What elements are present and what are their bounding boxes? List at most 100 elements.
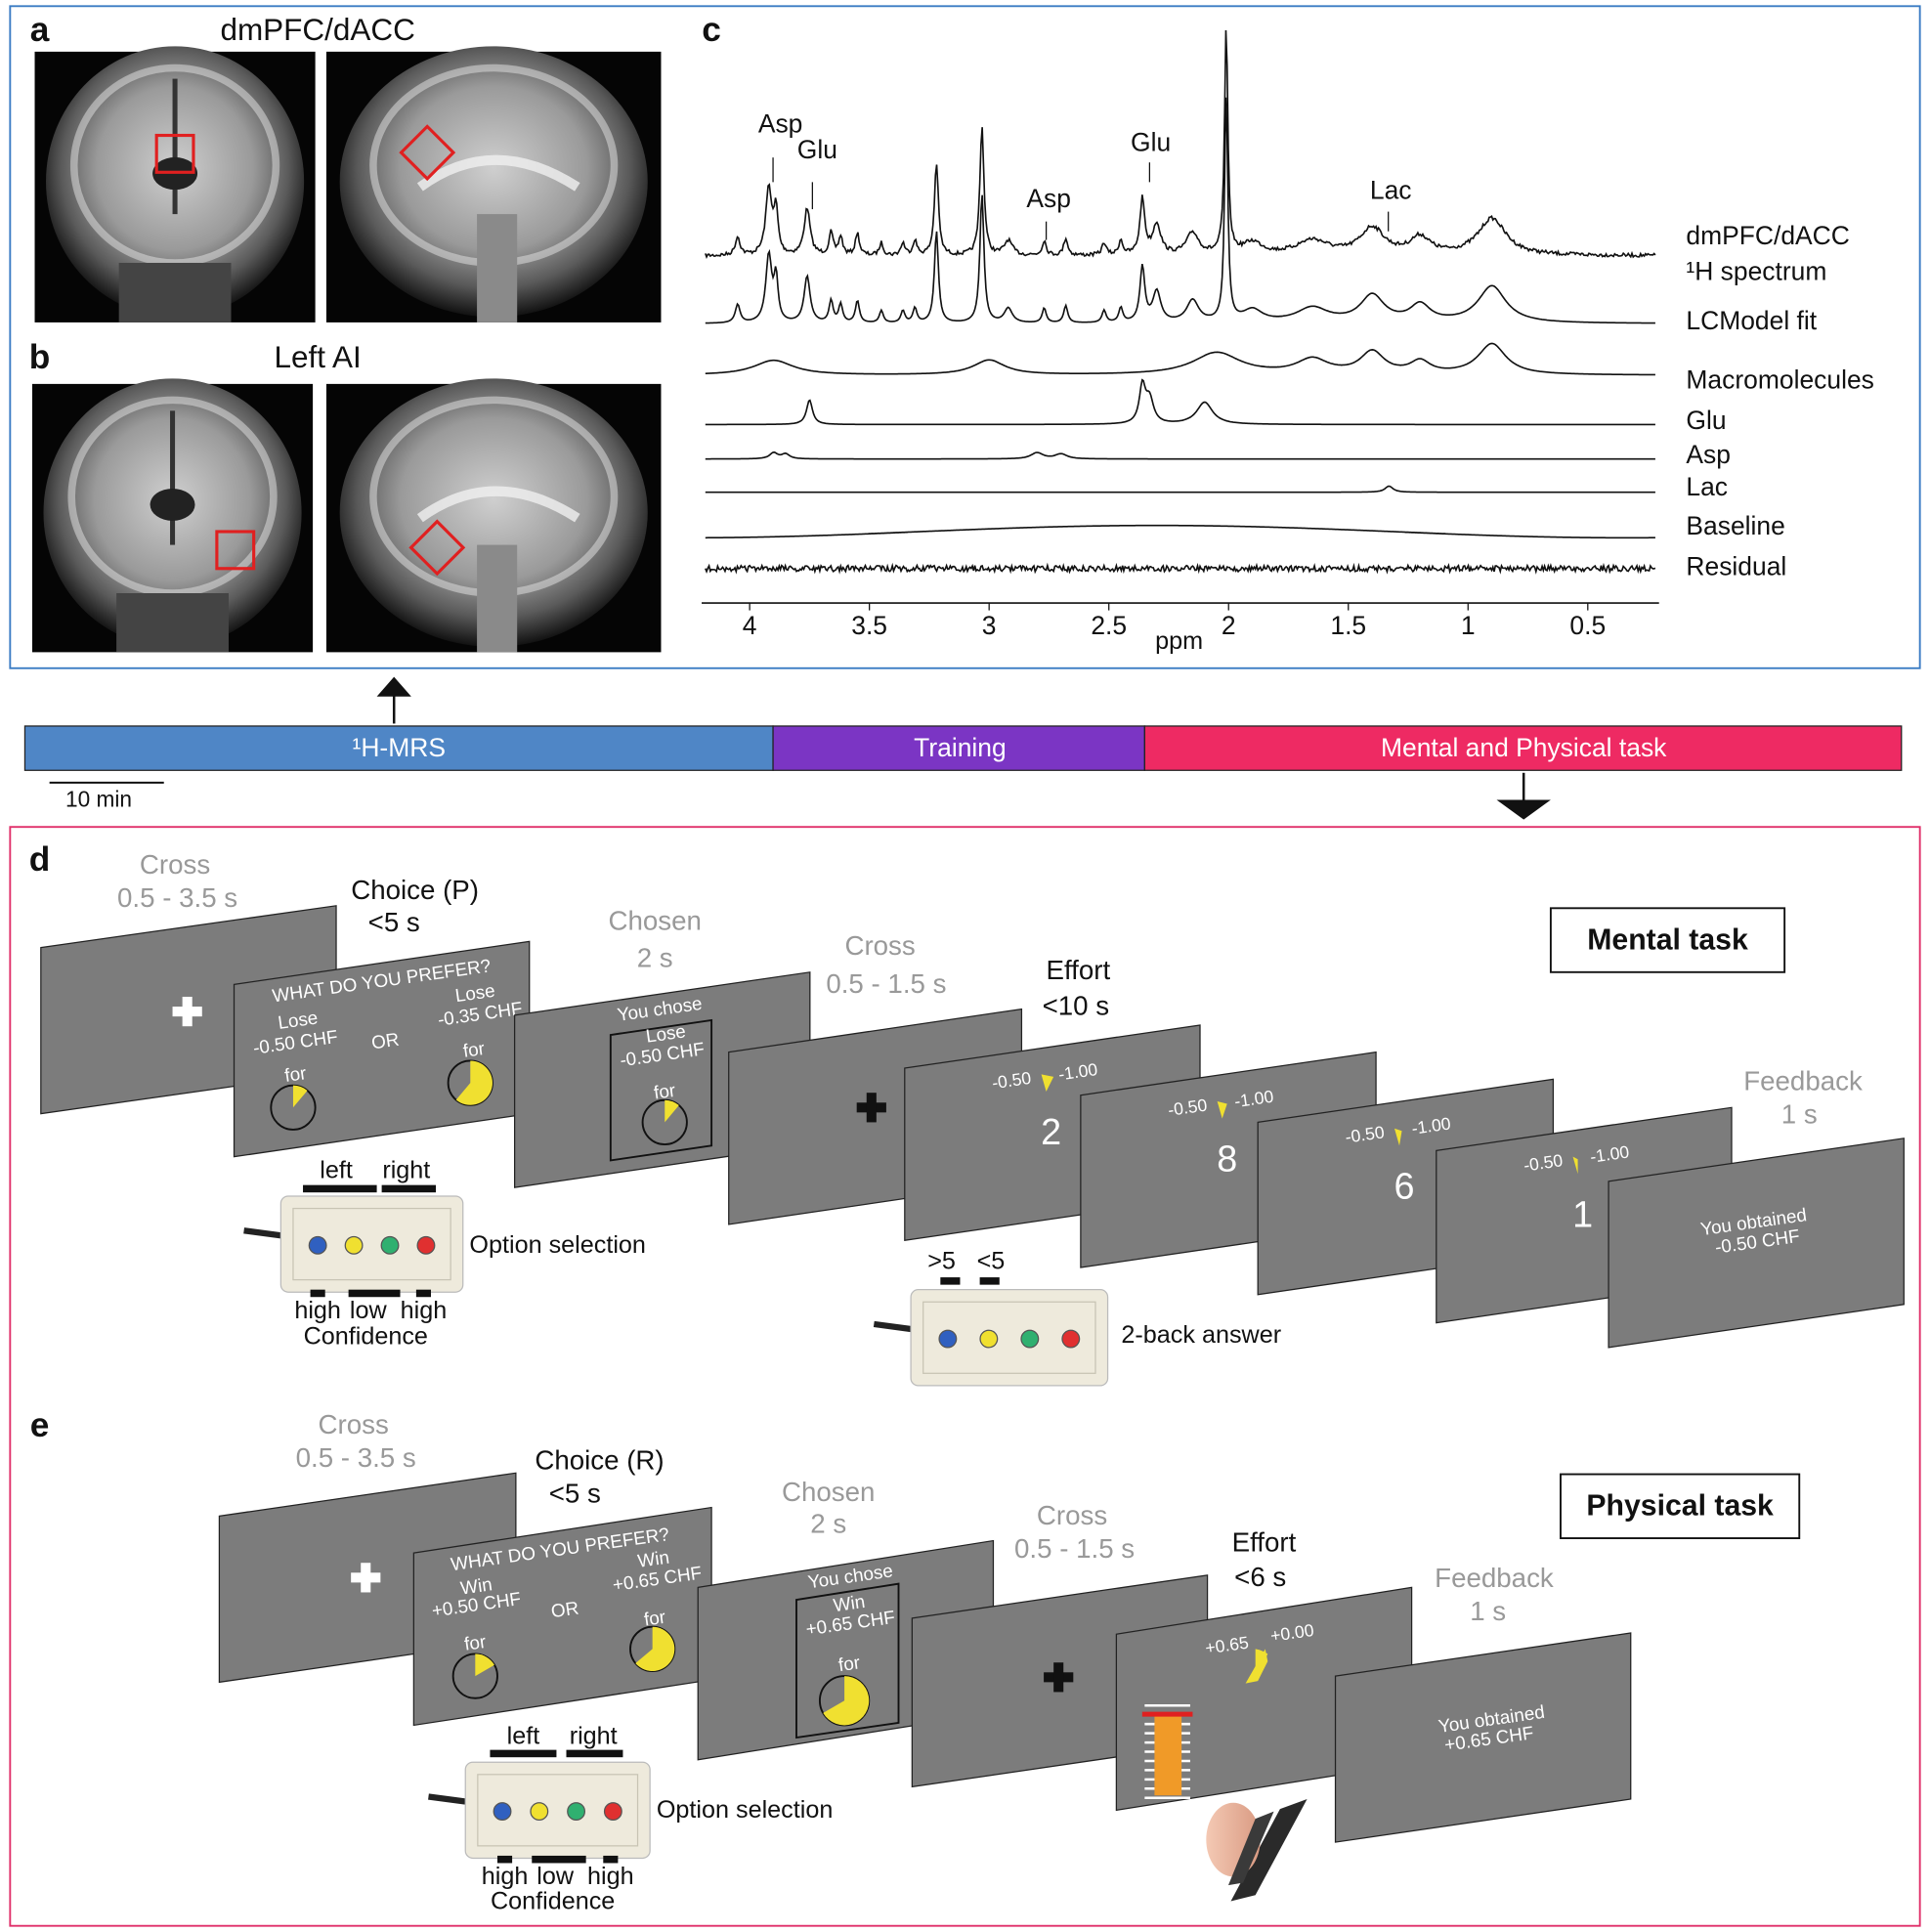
digit: 1	[1572, 1194, 1593, 1235]
task-box	[1560, 1473, 1801, 1539]
pad-bar	[496, 1855, 513, 1864]
pad-bar	[348, 1289, 401, 1298]
confidence-wedge	[823, 1676, 870, 1726]
trace-label: Macromolecules	[1686, 365, 1873, 394]
confidence-wedge	[292, 1085, 308, 1108]
top-frame	[9, 5, 1921, 669]
mri-brain	[67, 396, 278, 597]
pad-cable	[428, 1793, 466, 1805]
digit: 8	[1217, 1139, 1237, 1181]
x-tick-label: 1	[1461, 611, 1476, 640]
x-tick-label: 2.5	[1091, 611, 1127, 640]
trace-label: dmPFC/dACC	[1686, 221, 1849, 250]
screen-text: Win	[459, 1574, 493, 1599]
pad-bar	[532, 1855, 586, 1864]
trace-label: ¹H spectrum	[1686, 257, 1826, 286]
x-tick-label: 1.5	[1330, 611, 1366, 640]
mri-head	[339, 46, 648, 318]
pad-bar	[979, 1277, 1000, 1285]
peak-label: Glu	[1131, 127, 1171, 156]
baseline-trace	[705, 524, 1655, 539]
label: high	[401, 1297, 448, 1324]
label: high	[482, 1863, 529, 1890]
chosen-frame	[795, 1582, 900, 1739]
label: left	[507, 1723, 540, 1750]
pad-cable	[873, 1320, 912, 1333]
confidence-wedge	[475, 1653, 494, 1677]
effort-wedge	[1394, 1128, 1402, 1146]
bottom-frame	[9, 826, 1921, 1927]
pad-button	[567, 1802, 586, 1822]
pad-button	[493, 1802, 512, 1822]
label: high	[587, 1863, 634, 1890]
stage-label: Feedback	[1743, 1065, 1863, 1095]
label: 2-back answer	[1121, 1321, 1281, 1349]
pad-button	[1020, 1329, 1040, 1349]
screen	[1334, 1632, 1632, 1843]
mri-lower	[118, 262, 232, 322]
mri-callosum	[416, 154, 580, 192]
stage-label: Feedback	[1435, 1563, 1554, 1593]
mri-brain	[69, 64, 280, 267]
label: Mental and Physical task	[1381, 733, 1667, 762]
label: ¹H-MRS	[353, 733, 446, 762]
stage-duration: <5 s	[368, 907, 420, 937]
label: 10 min	[65, 787, 132, 812]
macromolecule-trace	[705, 342, 1655, 376]
label: Left AI	[275, 340, 362, 374]
stage-label: Chosen	[782, 1477, 875, 1507]
label: dmPFC/dACC	[220, 13, 414, 47]
arrow-down-head	[1496, 799, 1551, 820]
pad-button	[344, 1235, 364, 1255]
label: Training	[914, 733, 1007, 762]
voxel	[399, 124, 456, 182]
stage-duration: 0.5 - 3.5 s	[296, 1442, 416, 1473]
fixation-cross	[1053, 1662, 1064, 1693]
label: d	[29, 840, 51, 879]
pad-button	[416, 1235, 436, 1255]
label: low	[350, 1297, 388, 1324]
label: a	[30, 11, 50, 49]
stage-duration: 0.5 - 1.5 s	[826, 968, 946, 999]
stage-label: Effort	[1047, 955, 1111, 985]
stage-label: Cross	[1037, 1500, 1107, 1530]
screen-text: for	[463, 1632, 488, 1655]
confidence-wedge	[455, 1060, 493, 1105]
label: Confidence	[304, 1322, 428, 1350]
peak-label: Glu	[797, 135, 837, 164]
peak-label: Lac	[1370, 175, 1412, 204]
stage-label: Choice (P)	[351, 875, 479, 905]
stage-duration: <6 s	[1234, 1562, 1286, 1592]
stage-label: Cross	[319, 1409, 389, 1439]
fixation-cross	[361, 1563, 371, 1593]
x-tick-label: 0.5	[1569, 611, 1606, 640]
effort-wedge	[1245, 1649, 1268, 1684]
residual-trace	[705, 562, 1656, 575]
digit: 6	[1394, 1166, 1415, 1207]
fit-trace	[705, 97, 1655, 324]
pad-inner	[292, 1207, 451, 1281]
label: low	[536, 1863, 575, 1890]
mri-midline	[170, 410, 176, 545]
stage-duration: 2 s	[810, 1509, 846, 1539]
voxel	[154, 133, 195, 174]
label: Option selection	[657, 1796, 834, 1824]
x-tick-label: 3.5	[851, 611, 887, 640]
pad-inner	[477, 1774, 639, 1847]
label: right	[570, 1723, 618, 1750]
confidence-wedge	[635, 1626, 675, 1672]
stage-duration: 0.5 - 1.5 s	[1014, 1533, 1135, 1564]
pad-bar	[310, 1289, 325, 1298]
pad-inner	[922, 1301, 1096, 1374]
mri-stem	[477, 544, 518, 653]
glu-trace	[705, 378, 1655, 426]
response-pad	[279, 1195, 464, 1293]
screen-text: for	[837, 1653, 862, 1676]
label: Option selection	[469, 1231, 646, 1259]
label: >5	[927, 1248, 956, 1275]
stage-label: Cross	[844, 930, 915, 961]
label: c	[702, 11, 721, 49]
trace-label: LCModel fit	[1686, 306, 1817, 335]
voxel	[408, 519, 466, 577]
